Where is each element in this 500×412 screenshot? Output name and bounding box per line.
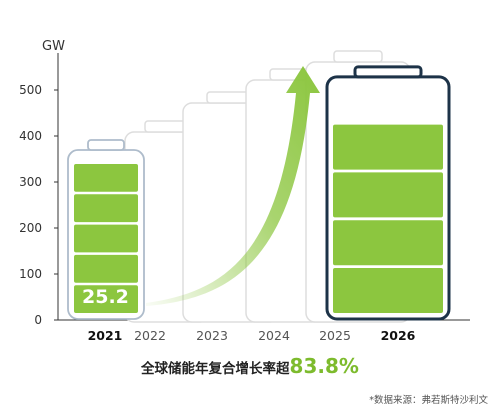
battery-2026-cell (333, 124, 443, 170)
battery-2021-cell (74, 285, 138, 313)
data-label-2021: 25.2 (82, 286, 129, 308)
ghost-battery-cap (333, 50, 383, 63)
battery-2021-cell (74, 224, 138, 253)
battery-2021 (67, 139, 145, 320)
battery-2026-cell (333, 268, 443, 313)
cagr-value: 83.8% (289, 354, 359, 378)
y-tick-label: 0 (34, 313, 42, 327)
x-tick-label-2024: 2024 (258, 328, 290, 343)
cagr-caption: 全球储能年复合增长率超83.8% (0, 354, 500, 382)
x-tick-label-2022: 2022 (134, 328, 166, 343)
y-tick-label: 400 (19, 129, 42, 143)
cagr-label: 全球储能年复合增长率超 (141, 361, 290, 377)
y-tick-label: 200 (19, 221, 42, 235)
battery-2026 (325, 65, 451, 321)
battery-2026-cell (333, 172, 443, 218)
source-note: *数据来源：弗若斯特沙利文 (369, 395, 488, 406)
x-tick-label-2023: 2023 (196, 328, 228, 343)
x-tick-label-2026: 2026 (381, 328, 416, 343)
x-axis-ticks: 2021 2022 2023 2024 2025 2026 (88, 328, 416, 343)
battery-2021-cell (74, 164, 138, 192)
y-axis-unit-label: GW (42, 39, 65, 54)
y-axis-ticks: 0 100 200 300 400 500 (19, 83, 58, 327)
battery-2026-cap (353, 65, 423, 79)
y-tick-label: 300 (19, 175, 42, 189)
x-tick-label-2025: 2025 (319, 328, 351, 343)
growth-arrow (146, 66, 320, 306)
battery-2021-cell (74, 194, 138, 223)
y-tick-label: 500 (19, 83, 42, 97)
battery-2021-cell (74, 254, 138, 283)
battery-2026-cell (333, 220, 443, 266)
y-tick-label: 100 (19, 267, 42, 281)
data-label-2026: 528.4 (356, 84, 426, 109)
battery-2021-cap (87, 139, 125, 151)
x-tick-label-2021: 2021 (88, 328, 123, 343)
